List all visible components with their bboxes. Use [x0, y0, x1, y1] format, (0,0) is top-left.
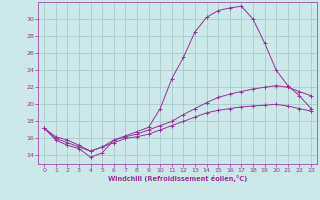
X-axis label: Windchill (Refroidissement éolien,°C): Windchill (Refroidissement éolien,°C): [108, 175, 247, 182]
